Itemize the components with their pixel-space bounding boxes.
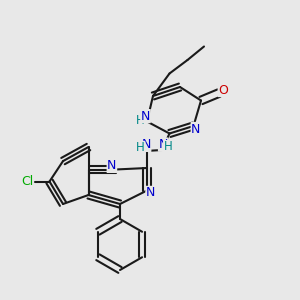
Text: N: N — [158, 138, 168, 151]
Text: O: O — [218, 83, 228, 97]
Text: N: N — [141, 138, 151, 152]
Text: Cl: Cl — [21, 175, 33, 188]
Text: N: N — [141, 110, 150, 123]
Text: N: N — [146, 186, 155, 200]
Text: H: H — [136, 114, 145, 128]
Text: H: H — [136, 141, 145, 154]
Text: N: N — [107, 159, 117, 172]
Text: N: N — [191, 122, 201, 136]
Text: H: H — [164, 140, 172, 154]
